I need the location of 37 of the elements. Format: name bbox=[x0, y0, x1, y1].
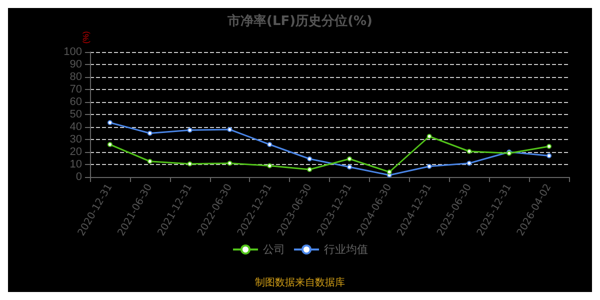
y-tick-label: 50 bbox=[70, 108, 82, 120]
point bbox=[107, 142, 112, 147]
point bbox=[466, 148, 472, 154]
y-tick-label: 80 bbox=[70, 71, 82, 83]
y-tick-label: 100 bbox=[64, 46, 82, 58]
y-axis-title: (%) bbox=[82, 30, 90, 44]
y-tick-label: 10 bbox=[70, 158, 82, 170]
point bbox=[227, 127, 232, 132]
point bbox=[426, 134, 432, 139]
legend-label: 行业均值 bbox=[324, 243, 368, 256]
chart-title: 市净率(LF)历史分位(%) bbox=[226, 13, 372, 29]
point bbox=[147, 130, 152, 136]
point bbox=[426, 164, 432, 169]
point bbox=[267, 163, 272, 168]
text: 制图数据来自数据库 bbox=[255, 276, 345, 288]
point bbox=[346, 156, 352, 162]
point bbox=[307, 156, 312, 162]
point bbox=[466, 160, 472, 166]
point bbox=[147, 158, 152, 164]
y-tick-label: 60 bbox=[70, 96, 82, 108]
point bbox=[346, 164, 352, 170]
point bbox=[187, 128, 192, 133]
point bbox=[546, 153, 552, 158]
y-tick-label: 70 bbox=[70, 84, 82, 96]
point bbox=[267, 142, 272, 147]
y-tick-label: 20 bbox=[70, 146, 82, 158]
y-tick-label: 90 bbox=[70, 58, 82, 70]
point bbox=[307, 167, 312, 172]
point bbox=[227, 160, 232, 166]
point bbox=[546, 144, 552, 149]
point bbox=[107, 120, 112, 126]
legend-label: 公司 bbox=[263, 243, 285, 256]
y-tick-label: 40 bbox=[70, 121, 82, 133]
point bbox=[386, 170, 392, 174]
point bbox=[187, 161, 192, 166]
y-tick-label: 30 bbox=[70, 134, 82, 146]
y-tick-label: 0 bbox=[76, 171, 82, 183]
